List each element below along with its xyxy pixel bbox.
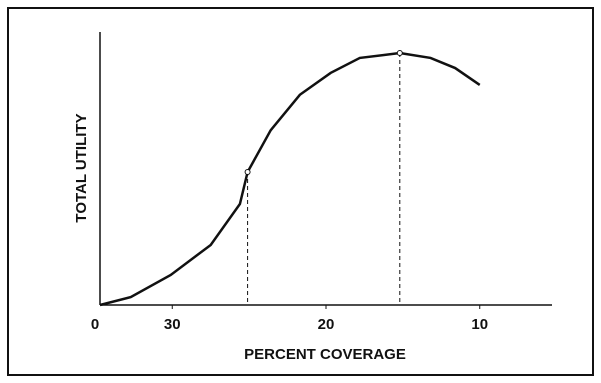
x-tick-label: 30 [164,316,181,333]
marker [244,169,251,176]
x-tick-label: 10 [471,316,488,333]
origin-label: 0 [91,316,99,333]
x-axis-label: PERCENT COVERAGE [244,346,406,363]
curve [99,51,481,307]
marker [396,50,403,57]
x-tick-label: 20 [318,316,335,333]
y-axis-label: TOTAL UTILITY [73,113,90,222]
frame [7,7,594,376]
